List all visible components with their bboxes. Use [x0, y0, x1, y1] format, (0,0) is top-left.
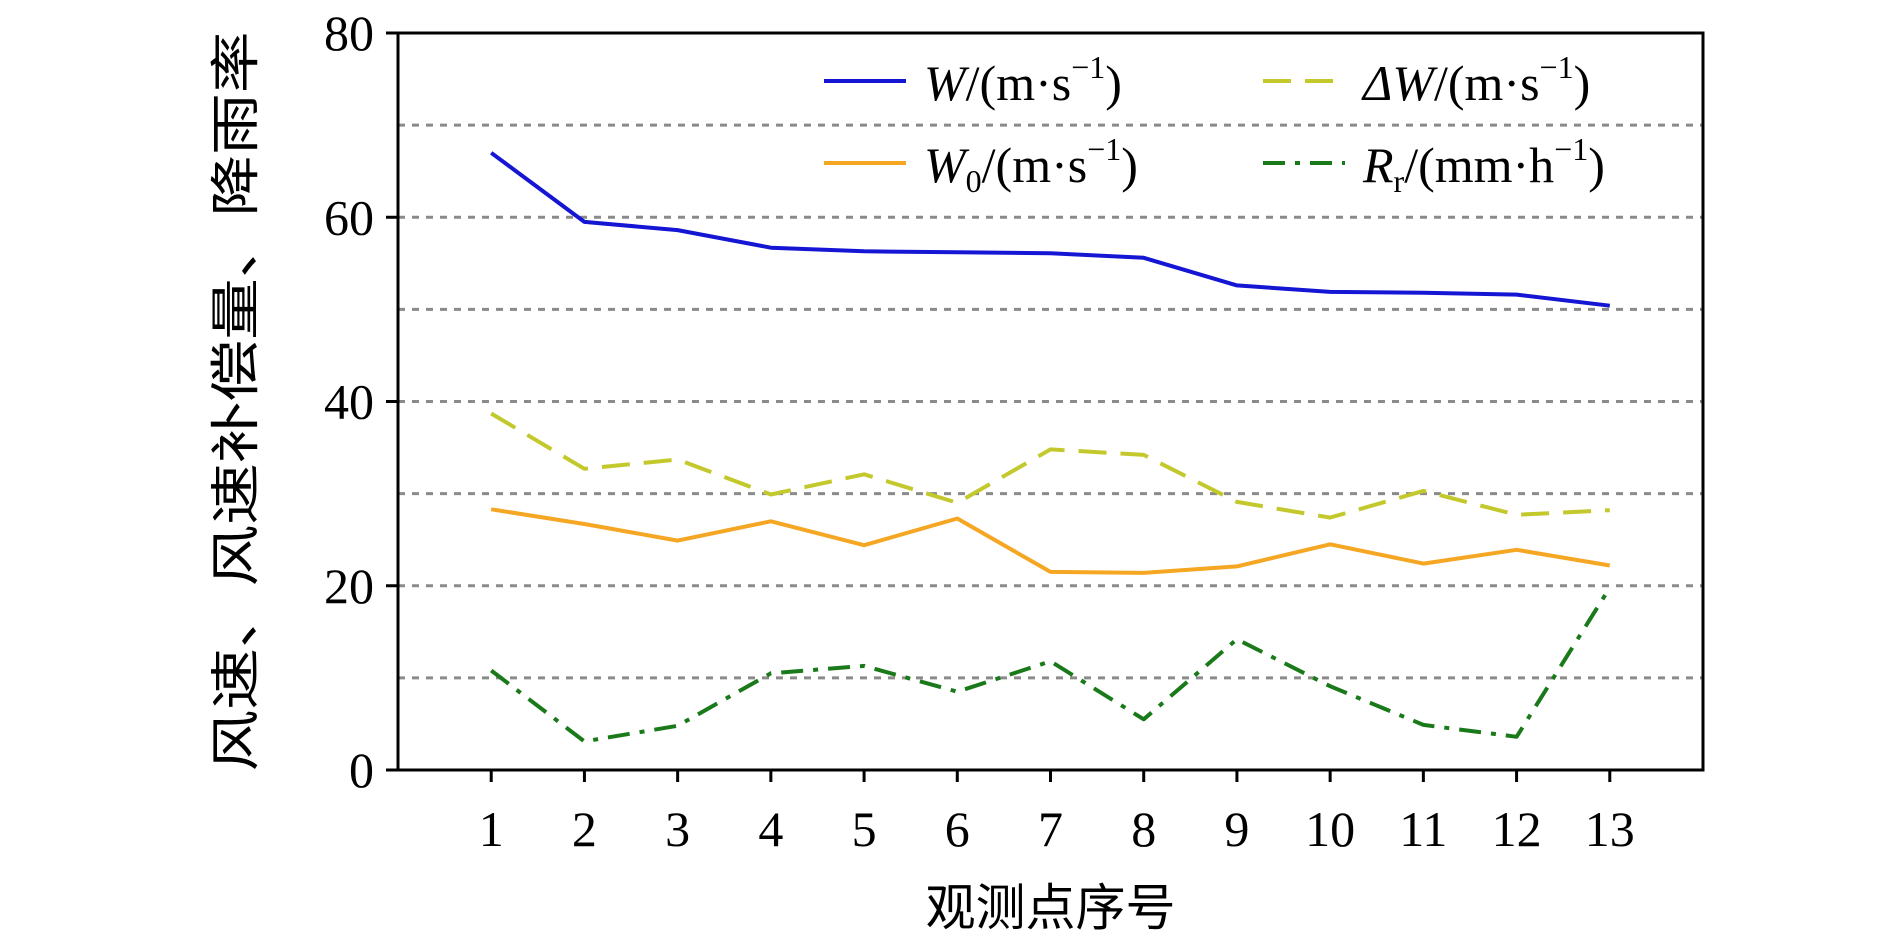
x-tick-label: 11	[1399, 801, 1447, 857]
x-tick-label: 4	[758, 801, 783, 857]
x-axis-title: 观测点序号	[926, 879, 1176, 937]
legend-label-2: ΔW/(m·s−1)	[1361, 49, 1590, 111]
x-tick-label: 13	[1585, 801, 1635, 857]
y-tick-label: 0	[349, 742, 374, 798]
legend-label-3: W0/(m·s−1)	[924, 131, 1138, 199]
y-tick-label: 80	[324, 5, 374, 61]
series-line-1	[490, 151, 1611, 308]
legend-label-1: W/(m·s−1)	[924, 49, 1122, 111]
x-tick-label: 5	[852, 801, 877, 857]
x-tick-label: 10	[1305, 801, 1355, 857]
x-tick-label: 8	[1131, 801, 1156, 857]
y-tick-label: 20	[324, 558, 374, 614]
x-tick-label: 9	[1224, 801, 1249, 857]
series-line-4	[489, 586, 1612, 744]
series-line-2	[490, 411, 1610, 520]
y-tick-label: 40	[324, 374, 374, 430]
x-tick-label: 2	[572, 801, 597, 857]
y-axis-ticks: 0 20 40 60 80	[324, 5, 398, 798]
x-tick-label: 1	[479, 801, 504, 857]
x-tick-label: 3	[665, 801, 690, 857]
x-tick-label: 7	[1038, 801, 1063, 857]
x-tick-label: 6	[945, 801, 970, 857]
x-axis-ticks: 1 2 3 4 5 6 7 8 9 10 11 12 13	[479, 770, 1635, 857]
y-axis-title: 风速、风速补偿量、降雨率	[207, 32, 265, 772]
legend: W/(m·s−1) ΔW/(m·s−1) W0/(m·s−1) Rr/(mm·h−1)	[824, 49, 1605, 199]
x-tick-label: 12	[1492, 801, 1542, 857]
series-line-3	[490, 507, 1611, 575]
legend-label-4: Rr/(mm·h−1)	[1362, 131, 1605, 199]
grid-lines	[398, 123, 1703, 680]
y-tick-label: 60	[324, 189, 374, 245]
series-lines	[489, 151, 1612, 744]
